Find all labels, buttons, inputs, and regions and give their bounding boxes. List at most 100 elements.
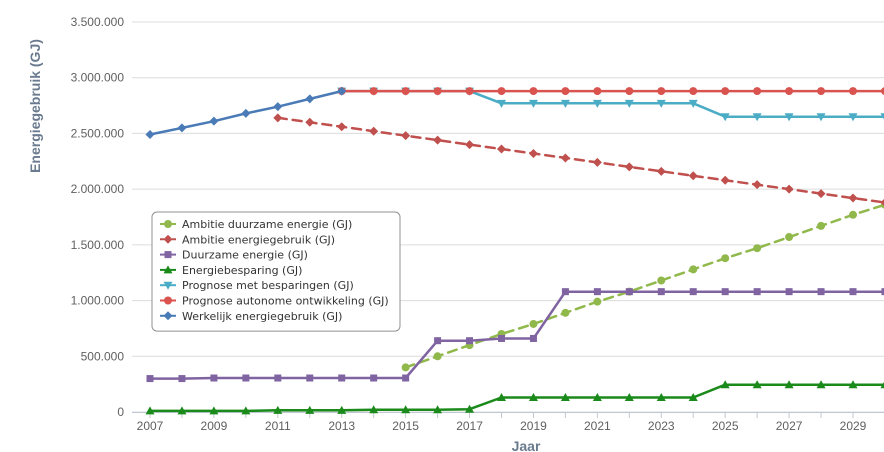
data-point[interactable] xyxy=(688,171,698,181)
data-point[interactable] xyxy=(849,288,857,296)
data-point[interactable] xyxy=(784,184,794,194)
data-point[interactable] xyxy=(848,193,858,203)
data-point[interactable] xyxy=(528,148,538,158)
data-point[interactable] xyxy=(816,113,826,122)
data-point[interactable] xyxy=(369,87,378,96)
data-point[interactable] xyxy=(434,337,442,345)
data-point[interactable] xyxy=(529,319,538,328)
data-point[interactable] xyxy=(720,380,730,389)
data-point[interactable] xyxy=(370,374,378,382)
series-prognose-met-besparingen[interactable] xyxy=(337,87,884,122)
data-point[interactable] xyxy=(465,140,475,150)
data-point[interactable] xyxy=(528,393,538,402)
data-point[interactable] xyxy=(177,123,187,133)
data-point[interactable] xyxy=(848,380,858,389)
data-point[interactable] xyxy=(560,153,570,163)
data-point[interactable] xyxy=(241,406,251,415)
series-prognose-autonome-ontwikkeling[interactable] xyxy=(337,87,884,96)
data-point[interactable] xyxy=(625,288,633,296)
data-point[interactable] xyxy=(337,86,347,96)
series-ambitie-duurzame-energie[interactable] xyxy=(401,200,884,372)
data-point[interactable] xyxy=(592,99,602,108)
data-point[interactable] xyxy=(369,405,379,414)
data-point[interactable] xyxy=(880,113,884,121)
data-point[interactable] xyxy=(241,108,251,118)
data-point[interactable] xyxy=(401,131,411,141)
data-point[interactable] xyxy=(402,374,410,382)
data-point[interactable] xyxy=(529,334,537,342)
data-point[interactable] xyxy=(528,99,538,108)
data-point[interactable] xyxy=(721,87,730,96)
legend-item-ambitie-energiegebruik[interactable]: Ambitie energiegebruik (GJ) xyxy=(160,233,335,246)
data-point[interactable] xyxy=(881,288,884,296)
data-point[interactable] xyxy=(337,122,347,132)
data-point[interactable] xyxy=(401,363,410,372)
series-werkelijk-energiegebruik[interactable] xyxy=(145,86,347,140)
data-point[interactable] xyxy=(561,288,569,296)
data-point[interactable] xyxy=(146,375,154,383)
series-duurzame-energie[interactable] xyxy=(146,288,884,383)
data-point[interactable] xyxy=(273,102,283,112)
data-point[interactable] xyxy=(689,87,698,96)
data-point[interactable] xyxy=(560,99,570,108)
data-point[interactable] xyxy=(497,87,506,96)
data-point[interactable] xyxy=(880,87,884,95)
data-point[interactable] xyxy=(657,276,666,285)
data-point[interactable] xyxy=(498,334,505,342)
data-point[interactable] xyxy=(273,113,283,123)
data-point[interactable] xyxy=(593,87,602,96)
series-line[interactable] xyxy=(276,116,884,204)
data-point[interactable] xyxy=(880,198,884,207)
data-point[interactable] xyxy=(305,94,315,104)
legend-item-duurzame-energie[interactable]: Duurzame energie (GJ) xyxy=(160,249,308,262)
data-point[interactable] xyxy=(849,87,857,96)
data-point[interactable] xyxy=(497,99,506,108)
data-point[interactable] xyxy=(848,113,858,122)
data-point[interactable] xyxy=(273,405,283,414)
data-point[interactable] xyxy=(466,337,474,345)
legend-item-ambitie-duurzame-energie[interactable]: Ambitie duurzame energie (GJ) xyxy=(160,218,352,231)
data-point[interactable] xyxy=(178,375,186,383)
data-point[interactable] xyxy=(657,87,666,96)
data-point[interactable] xyxy=(817,221,826,230)
data-point[interactable] xyxy=(625,87,634,96)
data-point[interactable] xyxy=(337,405,347,414)
data-point[interactable] xyxy=(817,87,826,96)
data-point[interactable] xyxy=(624,162,634,172)
data-point[interactable] xyxy=(529,87,538,96)
series-energiebesparing[interactable] xyxy=(145,380,884,415)
data-point[interactable] xyxy=(433,405,443,414)
data-point[interactable] xyxy=(401,87,410,96)
data-point[interactable] xyxy=(624,99,634,108)
data-point[interactable] xyxy=(785,87,794,96)
data-point[interactable] xyxy=(592,157,602,167)
data-point[interactable] xyxy=(305,405,315,414)
data-point[interactable] xyxy=(145,406,155,415)
data-point[interactable] xyxy=(752,113,762,122)
legend-item-prognose-autonome-ontwikkeling[interactable]: Prognose autonome ontwikkeling (GJ) xyxy=(160,295,389,308)
data-point[interactable] xyxy=(369,126,379,136)
data-point[interactable] xyxy=(721,254,730,263)
series-line[interactable] xyxy=(148,383,884,413)
data-point[interactable] xyxy=(592,393,602,402)
data-point[interactable] xyxy=(497,144,506,154)
series-ambitie-energiegebruik[interactable] xyxy=(273,113,884,207)
data-point[interactable] xyxy=(242,374,250,382)
data-point[interactable] xyxy=(785,233,794,242)
series-line[interactable] xyxy=(340,89,884,118)
data-point[interactable] xyxy=(656,99,666,108)
data-point[interactable] xyxy=(752,380,762,389)
data-point[interactable] xyxy=(720,113,730,122)
data-point[interactable] xyxy=(753,288,761,296)
data-point[interactable] xyxy=(593,297,602,306)
data-point[interactable] xyxy=(209,116,219,126)
data-point[interactable] xyxy=(177,406,187,415)
data-point[interactable] xyxy=(720,175,730,185)
data-point[interactable] xyxy=(752,180,762,190)
data-point[interactable] xyxy=(753,87,762,96)
data-point[interactable] xyxy=(785,288,793,296)
data-point[interactable] xyxy=(338,374,346,382)
data-point[interactable] xyxy=(624,393,634,402)
data-point[interactable] xyxy=(656,393,666,402)
data-point[interactable] xyxy=(816,380,826,389)
